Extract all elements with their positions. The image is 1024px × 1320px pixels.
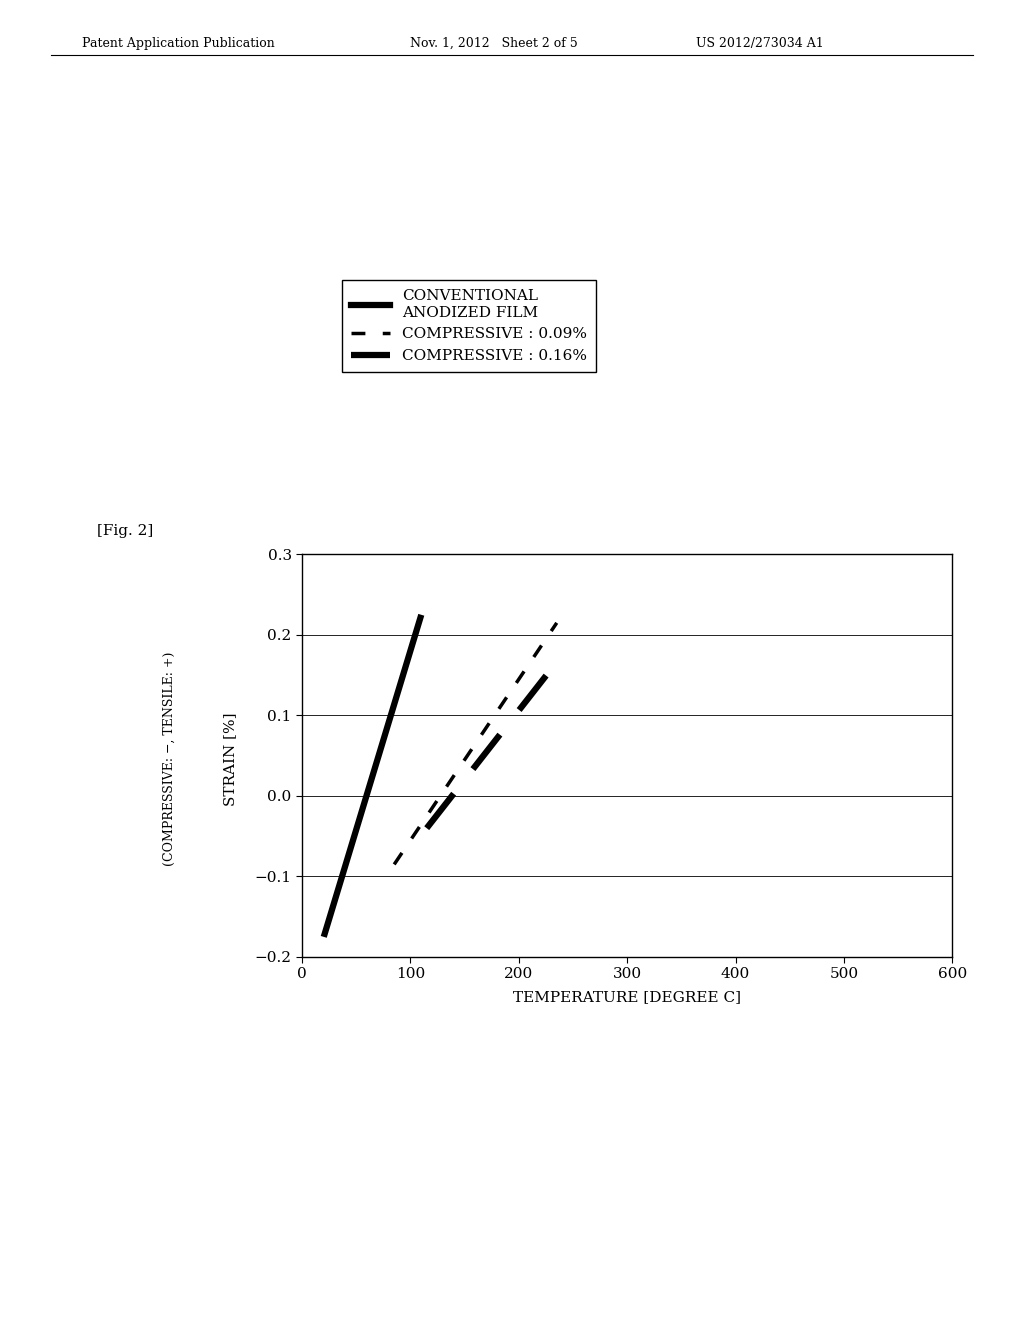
Text: (COMPRESSIVE: −, TENSILE: +): (COMPRESSIVE: −, TENSILE: +) — [163, 652, 175, 866]
Text: Patent Application Publication: Patent Application Publication — [82, 37, 274, 50]
Text: STRAIN [%]: STRAIN [%] — [223, 713, 238, 805]
Text: [Fig. 2]: [Fig. 2] — [97, 524, 154, 537]
Legend: CONVENTIONAL
ANODIZED FILM, COMPRESSIVE : 0.09%, COMPRESSIVE : 0.16%: CONVENTIONAL ANODIZED FILM, COMPRESSIVE … — [342, 280, 596, 372]
Text: Nov. 1, 2012   Sheet 2 of 5: Nov. 1, 2012 Sheet 2 of 5 — [410, 37, 578, 50]
X-axis label: TEMPERATURE [DEGREE C]: TEMPERATURE [DEGREE C] — [513, 990, 741, 1003]
Text: US 2012/273034 A1: US 2012/273034 A1 — [696, 37, 824, 50]
